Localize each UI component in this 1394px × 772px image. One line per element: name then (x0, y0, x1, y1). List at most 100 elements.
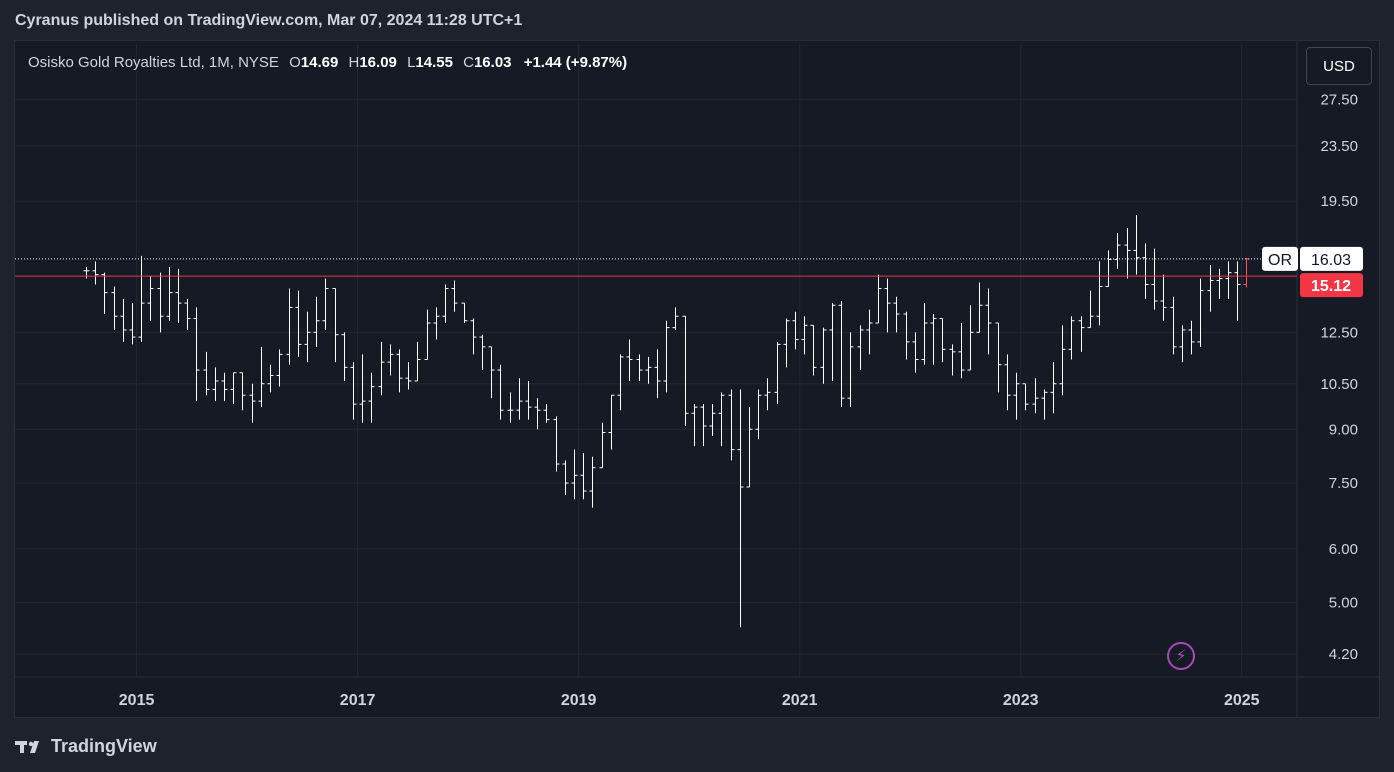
ohlc-bar (783, 318, 790, 368)
ohlc-bar (1096, 261, 1103, 326)
ohlc-bar (580, 453, 587, 500)
ohlc-bar (166, 266, 173, 321)
ohlc-bar (589, 456, 596, 508)
ohlc-bar (691, 404, 698, 447)
ohlc-bar (654, 349, 661, 399)
ohlc-bar (507, 392, 514, 423)
ohlc-bar (1160, 274, 1167, 321)
ohlc-bar (1105, 250, 1112, 287)
y-tick-label: 12.50 (1320, 324, 1358, 341)
last-price-label-bg (1300, 246, 1363, 271)
ohlc-bar (276, 349, 283, 387)
ohlc-bar (1078, 316, 1085, 352)
ohlc-bar (1124, 228, 1131, 279)
ohlc-bar (525, 380, 532, 420)
high-value: 16.09 (359, 54, 397, 71)
ohlc-bar (111, 286, 118, 330)
ohlc-bar (313, 296, 320, 347)
ohlc-bar (829, 303, 836, 381)
ohlc-bar (857, 325, 864, 371)
ohlc-bar (709, 404, 716, 436)
ohlc-bar (239, 372, 246, 411)
y-tick-label: 6.00 (1329, 541, 1358, 558)
ohlc-bar (543, 404, 550, 423)
change-value: +1.44 (+9.87%) (523, 54, 628, 71)
ohlc-bar (893, 296, 900, 333)
ohlc-bar (193, 307, 200, 402)
ohlc-bar (801, 316, 808, 355)
ohlc-bar (967, 305, 974, 371)
y-tick-label: 4.20 (1329, 646, 1358, 663)
y-tick-label: 5.00 (1329, 595, 1358, 612)
ohlc-bar (1059, 325, 1066, 396)
overlays: OR 16.03 15.12 (15, 246, 1363, 298)
ohlc-bar (120, 298, 127, 342)
ohlc-bar (682, 315, 689, 426)
ohlc-bar (636, 354, 643, 381)
ohlc-bar (267, 364, 274, 393)
ohlc-bar (663, 320, 670, 393)
ticker-tag: OR (1268, 252, 1292, 269)
chart-panel[interactable] (14, 40, 1380, 718)
y-tick-label: 19.50 (1320, 193, 1358, 210)
ohlc-bar (147, 276, 154, 321)
ohlc-bar (746, 407, 753, 488)
lightning-icon[interactable]: ⚡ (1167, 642, 1195, 670)
ohlc-bar (286, 288, 293, 365)
symbol-legend: Osisko Gold Royalties Ltd, 1M, NYSE O14.… (28, 54, 627, 71)
ohlc-bar (912, 332, 919, 373)
ohlc-bar (442, 284, 449, 324)
ohlc-bar (157, 272, 164, 333)
ohlc-bar (424, 309, 431, 360)
low-value: 14.55 (415, 54, 453, 71)
ohlc-bar (903, 311, 910, 360)
ohlc-bar (341, 332, 348, 381)
ohlc-bar (488, 346, 495, 399)
close-value: 16.03 (473, 54, 512, 71)
ohlc-bar (1133, 215, 1140, 275)
y-tick-label: 7.50 (1329, 475, 1358, 492)
ohlc-bar (866, 309, 873, 355)
ohlc-bar (949, 344, 956, 376)
ohlc-bar (129, 303, 136, 345)
ohlc-bar (626, 339, 633, 381)
ohlc-bar (359, 354, 366, 423)
ohlc-bar (221, 372, 228, 402)
open-label: O (289, 54, 301, 71)
currency-button[interactable]: USD (1306, 47, 1372, 85)
high-label: H (348, 54, 360, 71)
ohlc-bar (562, 460, 569, 496)
tradingview-logo-icon (15, 740, 39, 753)
footer-brand[interactable]: TradingView (15, 736, 157, 757)
ohlc-bar (792, 311, 799, 350)
ohlc-bar (645, 356, 652, 384)
ohlc-bar (672, 307, 679, 330)
ohlc-bar (516, 378, 523, 420)
ohlc-bar (378, 341, 385, 396)
ohlc-bar (1179, 325, 1186, 363)
ohlc-bar (184, 298, 191, 330)
ohlc-bar (433, 307, 440, 340)
y-tick-label: 10.50 (1320, 376, 1358, 393)
ohlc-bar (101, 272, 108, 315)
ohlc-bar (921, 303, 928, 365)
ohlc-bar (1013, 372, 1020, 420)
ref-price-label-bg (1300, 273, 1363, 298)
ohlc-bar (1151, 248, 1158, 310)
ohlc-bar (599, 422, 606, 469)
y-tick-label: 9.00 (1329, 421, 1358, 438)
footer-brand-label: TradingView (51, 736, 157, 756)
ohlc-bar (1243, 257, 1250, 288)
publish-caption: Cyranus published on TradingView.com, Ma… (15, 12, 523, 29)
ohlc-bar (1004, 354, 1011, 411)
ohlc-bar (203, 351, 210, 396)
y-tick-label: 23.50 (1320, 138, 1358, 155)
ohlc-bar (939, 317, 946, 363)
ohlc-bar (728, 389, 735, 461)
ohlc-bar (875, 274, 882, 324)
ohlc-bar (249, 383, 256, 423)
ohlc-bar (461, 302, 468, 324)
ohlc-bar (1032, 378, 1039, 414)
ohlc-bar (497, 364, 504, 420)
